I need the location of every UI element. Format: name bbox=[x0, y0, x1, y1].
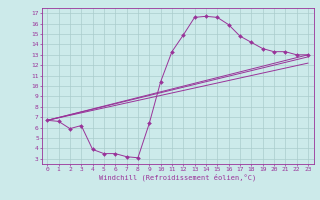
X-axis label: Windchill (Refroidissement éolien,°C): Windchill (Refroidissement éolien,°C) bbox=[99, 173, 256, 181]
